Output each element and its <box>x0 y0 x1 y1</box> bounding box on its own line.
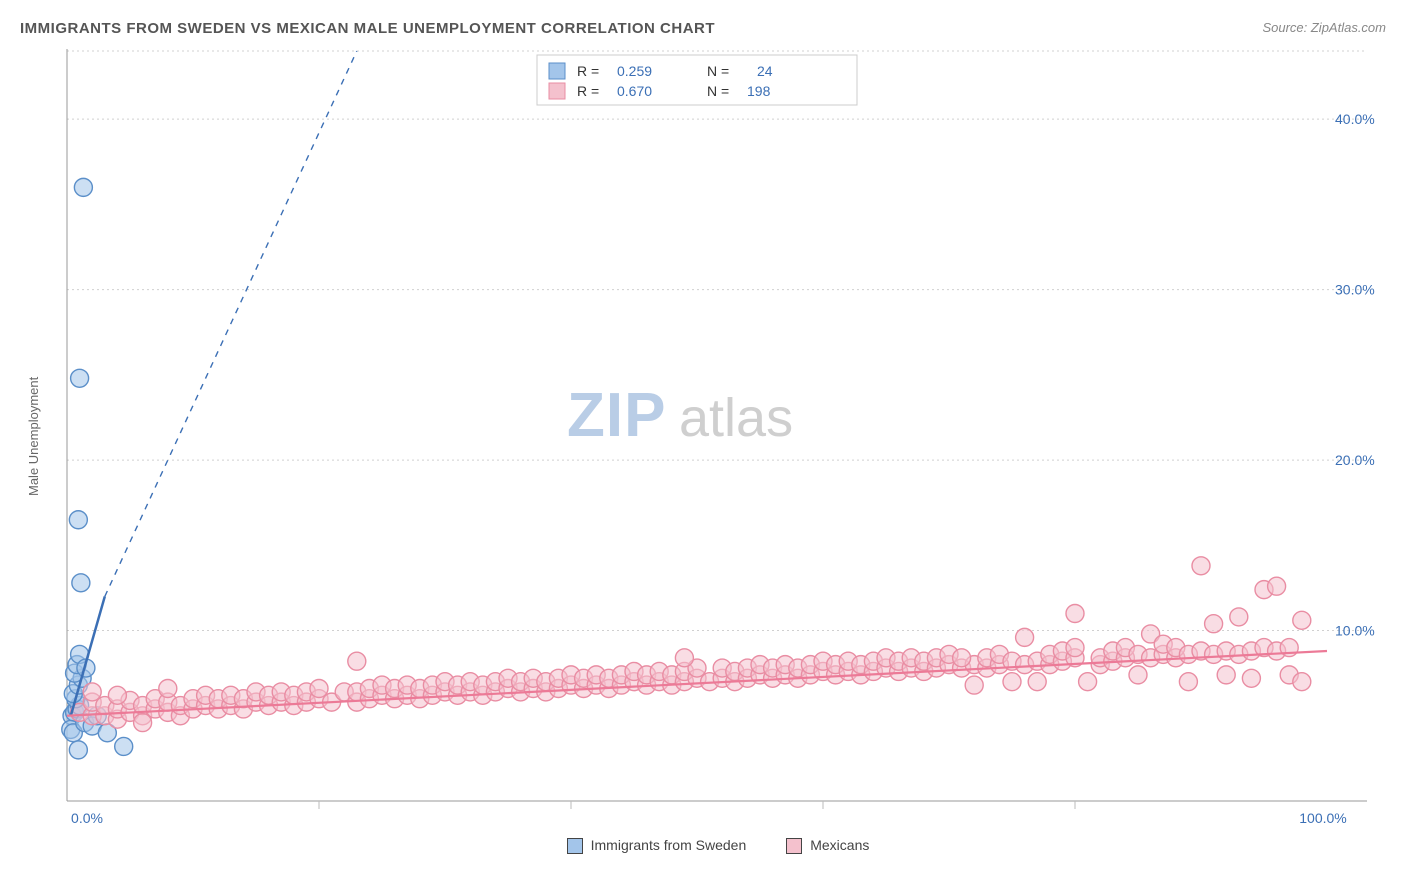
legend-swatch <box>549 63 565 79</box>
chart-container: Male Unemployment 10.0% 20.0% 30.0% 40.0% 0.… <box>20 41 1386 831</box>
legend-label-mexicans: Mexicans <box>810 837 869 853</box>
data-point-mexicans <box>1028 673 1046 691</box>
data-point-mexicans <box>965 676 983 694</box>
ytick-label: 30.0% <box>1335 282 1375 298</box>
data-point-mexicans <box>1066 639 1084 657</box>
data-point-mexicans <box>1293 611 1311 629</box>
data-point-mexicans <box>1268 577 1286 595</box>
data-point-sweden <box>115 737 133 755</box>
ytick-label: 10.0% <box>1335 623 1375 639</box>
data-point-mexicans <box>1217 666 1235 684</box>
data-point-mexicans <box>108 686 126 704</box>
source-name: ZipAtlas.com <box>1311 20 1386 35</box>
legend-n-label: N = <box>707 63 729 79</box>
legend-swatch-pink <box>786 838 802 854</box>
data-point-mexicans <box>1205 615 1223 633</box>
data-point-sweden <box>72 574 90 592</box>
ytick-label: 40.0% <box>1335 111 1375 127</box>
legend-item-sweden: Immigrants from Sweden <box>567 837 747 854</box>
legend-swatch-blue <box>567 838 583 854</box>
data-point-mexicans <box>1230 608 1248 626</box>
data-point-mexicans <box>134 714 152 732</box>
trend-line-sweden-ext <box>105 51 357 596</box>
data-point-sweden <box>71 369 89 387</box>
watermark: ZIP <box>567 381 666 450</box>
legend-swatch <box>549 83 565 99</box>
source-label: Source: ZipAtlas.com <box>1262 20 1386 35</box>
legend-r-value-sweden: 0.259 <box>617 63 652 79</box>
watermark: atlas <box>679 388 793 448</box>
data-point-mexicans <box>1242 669 1260 687</box>
data-point-mexicans <box>1179 673 1197 691</box>
legend-n-value-sweden: 24 <box>757 63 773 79</box>
legend-r-label: R = <box>577 83 599 99</box>
data-point-mexicans <box>348 652 366 670</box>
xtick-label: 0.0% <box>71 810 103 826</box>
chart-title: IMMIGRANTS FROM SWEDEN VS MEXICAN MALE U… <box>20 20 715 37</box>
bottom-legend: Immigrants from Sweden Mexicans <box>50 837 1386 854</box>
chart-svg: 10.0% 20.0% 30.0% 40.0% 0.0% 100.0% ZIPatlas R … <box>47 41 1377 831</box>
data-point-mexicans <box>1192 557 1210 575</box>
data-point-mexicans <box>675 649 693 667</box>
y-axis-label: Male Unemployment <box>20 41 47 831</box>
data-point-mexicans <box>1129 666 1147 684</box>
data-point-mexicans <box>1079 673 1097 691</box>
legend-n-value-mexicans: 198 <box>747 83 771 99</box>
data-point-mexicans <box>1066 605 1084 623</box>
data-point-mexicans <box>83 683 101 701</box>
source-prefix: Source: <box>1262 20 1310 35</box>
ytick-label: 20.0% <box>1335 452 1375 468</box>
data-point-mexicans <box>1293 673 1311 691</box>
legend-r-value-mexicans: 0.670 <box>617 83 652 99</box>
data-point-sweden <box>69 511 87 529</box>
legend-label-sweden: Immigrants from Sweden <box>591 837 747 853</box>
legend-item-mexicans: Mexicans <box>786 837 869 854</box>
xtick-label: 100.0% <box>1299 810 1346 826</box>
header: IMMIGRANTS FROM SWEDEN VS MEXICAN MALE U… <box>20 20 1386 37</box>
chart-plot: 10.0% 20.0% 30.0% 40.0% 0.0% 100.0% ZIPatlas R … <box>47 41 1386 831</box>
data-point-sweden <box>69 741 87 759</box>
data-point-sweden <box>74 178 92 196</box>
data-point-mexicans <box>1016 628 1034 646</box>
data-point-mexicans <box>953 649 971 667</box>
legend-n-label: N = <box>707 83 729 99</box>
legend-r-label: R = <box>577 63 599 79</box>
data-point-mexicans <box>1003 673 1021 691</box>
data-point-mexicans <box>159 680 177 698</box>
